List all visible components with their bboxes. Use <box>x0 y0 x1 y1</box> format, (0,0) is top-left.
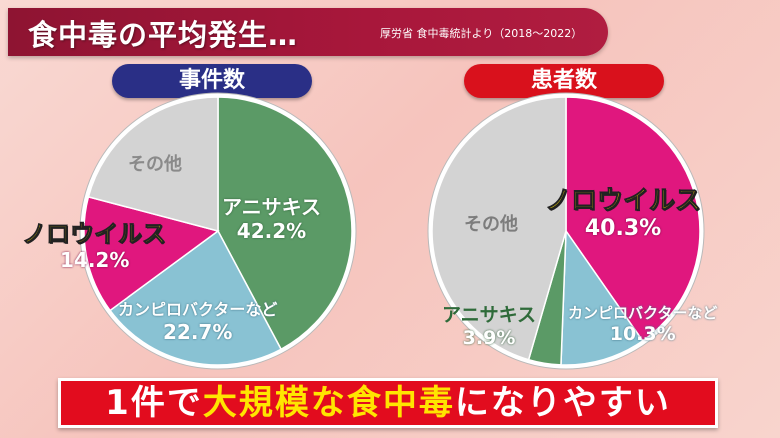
right-label-anisakis: アニサキス 3.9% <box>442 306 536 348</box>
left-slice-1 <box>109 229 283 366</box>
title-banner: 食中毒の平均発生… 厚労省 食中毒統計より（2018〜2022） <box>8 8 608 56</box>
right-label-campylobacter: カンピロバクターなど 10.3% <box>568 306 717 344</box>
left-norovirus-name: ノロウイルス <box>22 220 167 248</box>
right-slice-1 <box>560 228 644 366</box>
left-chart-title: 事件数 <box>112 64 312 98</box>
left-slice-2 <box>83 195 220 312</box>
right-anisakis-name: アニサキス <box>442 304 537 326</box>
right-label-other: その他 <box>464 216 518 234</box>
banner-text-3: になりやすい <box>454 383 671 423</box>
right-slice-0 <box>565 96 701 342</box>
right-slice-3 <box>431 96 567 361</box>
left-label-norovirus: ノロウイルス 14.2% <box>22 220 167 272</box>
right-pie <box>427 92 705 370</box>
source-note: 厚労省 食中毒統計より（2018〜2022） <box>380 27 583 40</box>
right-norovirus-name: ノロウイルス <box>544 186 702 216</box>
left-other-name: その他 <box>128 154 182 175</box>
bottom-banner: 1件で大規模な食中毒になりやすい <box>58 378 718 428</box>
right-norovirus-value: 40.3% <box>584 216 662 241</box>
right-campylobacter-value: 10.3% <box>609 323 676 345</box>
left-campylobacter-name: カンピロバクターなど <box>118 300 278 319</box>
right-label-norovirus: ノロウイルス 40.3% <box>544 186 702 241</box>
right-chart-title: 患者数 <box>464 64 664 98</box>
left-anisakis-value: 42.2% <box>236 219 307 243</box>
right-anisakis-value: 3.9% <box>462 327 516 349</box>
banner-text-1: 1件で <box>105 383 203 423</box>
left-anisakis-name: アニサキス <box>222 195 321 219</box>
banner-text-highlight: 大規模な食中毒 <box>202 383 455 423</box>
left-label-campylobacter: カンピロバクターなど 22.7% <box>118 300 278 344</box>
left-slice-0 <box>217 96 353 351</box>
page-title: 食中毒の平均発生… <box>28 18 299 52</box>
left-campylobacter-value: 22.7% <box>162 320 233 344</box>
left-label-other: その他 <box>128 156 182 174</box>
left-slice-3 <box>87 96 219 232</box>
left-norovirus-value: 14.2% <box>60 248 130 272</box>
left-label-anisakis: アニサキス 42.2% <box>222 197 321 241</box>
right-other-name: その他 <box>464 214 518 235</box>
right-campylobacter-name: カンピロバクターなど <box>568 304 718 322</box>
left-pie <box>79 92 357 370</box>
